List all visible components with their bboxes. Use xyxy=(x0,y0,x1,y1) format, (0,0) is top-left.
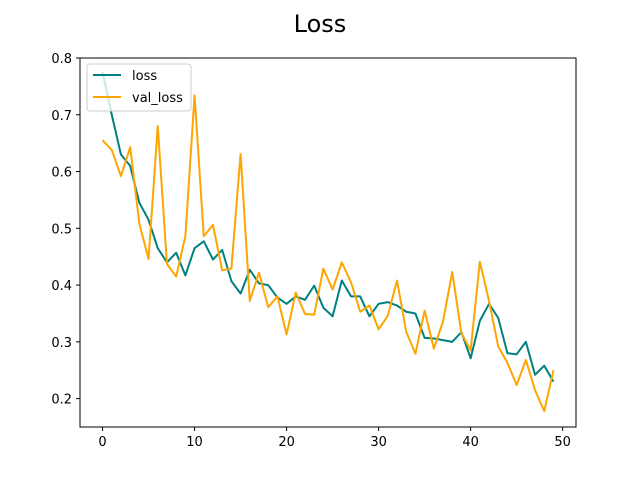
x-tick-label: 0 xyxy=(98,435,106,450)
y-axis-ticks: 0.2 0.3 0.4 0.5 0.6 0.7 0.8 xyxy=(51,52,80,408)
x-tick-label: 10 xyxy=(186,435,203,450)
y-tick-label: 0.8 xyxy=(51,52,72,67)
series-line-loss xyxy=(101,71,555,383)
legend: loss val_loss xyxy=(86,63,192,112)
y-tick-label: 0.2 xyxy=(51,393,72,408)
plot-area: 0 10 20 30 40 50 0.2 0.3 0.4 0.5 0.6 0.7 0.8 xyxy=(51,52,577,450)
y-tick-label: 0.4 xyxy=(51,279,72,294)
series-layer xyxy=(101,71,555,413)
y-tick-label: 0.3 xyxy=(51,336,72,351)
y-tick-label: 0.7 xyxy=(51,109,72,124)
x-tick-label: 30 xyxy=(370,435,387,450)
legend-label-val-loss: val_loss xyxy=(132,91,183,106)
x-tick-label: 40 xyxy=(462,435,479,450)
x-tick-label: 50 xyxy=(554,435,571,450)
series-line-val-loss xyxy=(101,94,555,413)
chart-title: Loss xyxy=(294,10,347,38)
axes-frame xyxy=(79,57,577,428)
y-tick-label: 0.5 xyxy=(51,222,72,237)
y-tick-label: 0.6 xyxy=(51,166,72,181)
legend-label-loss: loss xyxy=(132,69,157,84)
x-tick-label: 20 xyxy=(278,435,295,450)
x-axis-ticks: 0 10 20 30 40 50 xyxy=(98,427,571,450)
